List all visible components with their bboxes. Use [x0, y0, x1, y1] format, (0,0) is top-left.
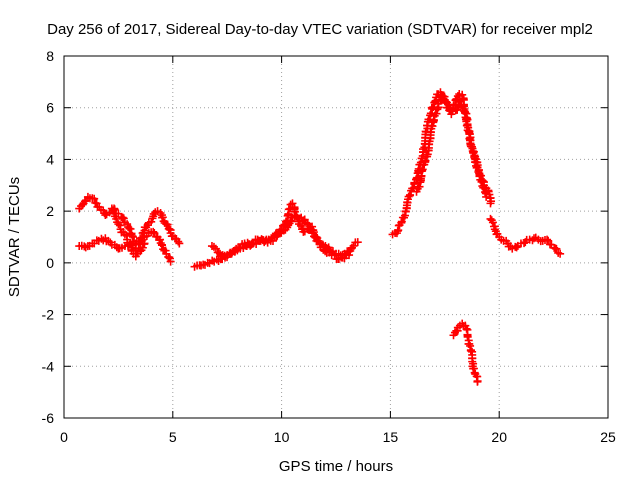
data-point-fill [163, 220, 172, 229]
data-point-fill [303, 220, 312, 229]
data-point-fill [453, 105, 462, 114]
x-tick-label: 25 [600, 429, 616, 445]
x-tick-label: 15 [383, 429, 399, 445]
series-track-b [75, 227, 175, 266]
data-point-fill [478, 182, 487, 191]
data-point-fill [467, 142, 476, 151]
y-tick-label: -6 [42, 410, 55, 426]
data-point [556, 249, 565, 258]
data-point-fill [421, 156, 430, 165]
data-point-fill [456, 97, 465, 106]
data-point [345, 251, 354, 260]
data-point [175, 239, 184, 248]
data-point-fill [217, 252, 226, 261]
data-point-fill [247, 239, 256, 248]
data-point [482, 192, 491, 201]
series-track-e [207, 212, 354, 263]
chart-title: Day 256 of 2017, Sidereal Day-to-day VTE… [47, 21, 593, 38]
data-point-fill [269, 236, 277, 245]
data-points [75, 88, 565, 386]
data-point-fill [469, 149, 478, 158]
series-track-c [107, 204, 149, 261]
data-point-fill [404, 192, 413, 201]
data-point [419, 145, 428, 154]
data-point-fill [80, 197, 89, 206]
plot-frame [63, 55, 609, 419]
y-tick-label: 6 [46, 100, 54, 116]
y-tick-label: -4 [42, 358, 55, 374]
data-point-fill [138, 243, 147, 252]
data-point [166, 257, 175, 266]
x-tick-label: 0 [60, 429, 68, 445]
data-point-fill [480, 183, 489, 192]
data-point [140, 239, 149, 248]
data-point [473, 377, 482, 386]
x-axis-title: GPS time / hours [279, 458, 393, 475]
data-point-fill [158, 241, 167, 250]
y-tick-label: 8 [46, 48, 54, 64]
series-track-g [412, 92, 491, 201]
data-point-fill [301, 218, 310, 227]
data-point [486, 199, 495, 208]
data-point-fill [466, 341, 475, 350]
data-point [466, 346, 475, 355]
data-point-fill [349, 241, 358, 250]
y-axis-title: SDTVAR / TECUs [6, 177, 23, 297]
data-point-fill [90, 194, 99, 203]
y-tick-labels: -6 -4 -2 0 2 4 6 8 [42, 48, 55, 426]
x-tick-labels: 0 5 10 15 20 25 [60, 429, 616, 445]
data-point [149, 227, 158, 236]
y-tick-label: 2 [46, 203, 54, 219]
series-track-h [486, 214, 565, 258]
data-point-fill [430, 98, 439, 107]
series-track-i [449, 319, 482, 386]
data-point-fill [429, 115, 438, 124]
data-point-fill [165, 253, 174, 262]
x-tick-label: 20 [491, 429, 507, 445]
data-point-fill [432, 109, 441, 118]
x-tick-label: 5 [169, 429, 177, 445]
data-point-fill [477, 177, 486, 186]
data-point-fill [158, 213, 167, 222]
y-tick-label: 4 [46, 151, 54, 167]
x-tick-label: 10 [274, 429, 290, 445]
data-point [114, 220, 123, 229]
data-point-fill [310, 232, 319, 241]
data-point [353, 238, 362, 247]
data-point [512, 243, 521, 252]
data-point-fill [119, 214, 128, 223]
y-tick-label: 0 [46, 255, 54, 271]
data-point-fill [463, 332, 472, 341]
data-point [107, 204, 116, 213]
data-point [462, 324, 471, 333]
y-tick-label: -2 [42, 307, 55, 323]
data-point-fill [126, 224, 135, 233]
data-point [118, 213, 127, 222]
data-point-fill [406, 190, 415, 199]
data-point-fill [287, 217, 296, 226]
data-point [543, 235, 552, 244]
data-point-fill [552, 244, 561, 253]
